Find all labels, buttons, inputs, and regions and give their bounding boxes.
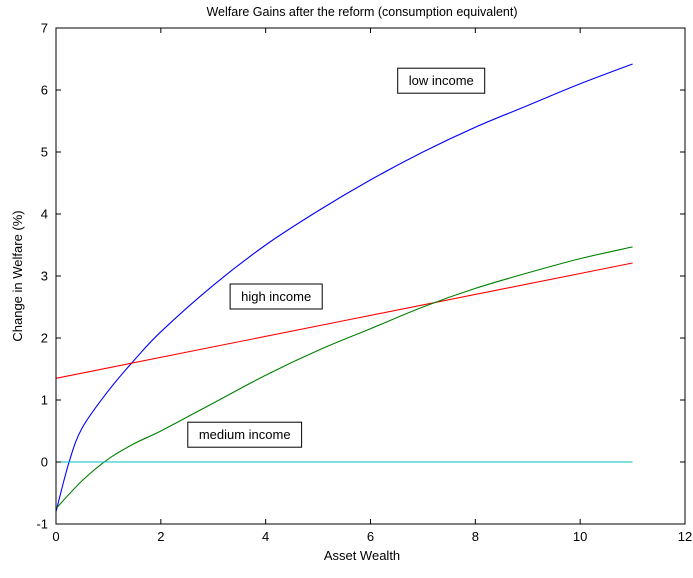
- y-tick-label: 5: [41, 145, 48, 160]
- annotation-label: high income: [241, 289, 311, 304]
- x-tick-label: 8: [472, 529, 479, 544]
- series-line-1: [55, 63, 633, 512]
- annotation-layer: low income high income medium income: [187, 67, 486, 448]
- y-tick-label: 3: [41, 269, 48, 284]
- x-tick-label: 10: [573, 529, 587, 544]
- y-tick-label: 7: [41, 21, 48, 36]
- series-layer: [55, 63, 633, 512]
- series-line-3: [55, 246, 633, 509]
- y-tick-label: -1: [36, 517, 48, 532]
- x-axis-label: Asset Wealth: [324, 548, 400, 563]
- annotation-border: [397, 67, 486, 94]
- series-line-2: [55, 262, 633, 379]
- annotation-border: [229, 283, 323, 310]
- annotation-box: medium income: [187, 421, 303, 448]
- chart-title: Welfare Gains after the reform (consumpt…: [206, 5, 517, 19]
- y-axis-label: Change in Welfare (%): [10, 210, 25, 341]
- annotation-label: low income: [409, 73, 474, 88]
- y-tick-label: 6: [41, 83, 48, 98]
- x-tick-label: 4: [262, 529, 269, 544]
- y-tick-label: 4: [41, 207, 48, 222]
- x-tick-label: 2: [157, 529, 164, 544]
- annotation-box: high income: [229, 283, 323, 310]
- x-tick-label: 12: [678, 529, 692, 544]
- y-tick-label: 1: [41, 393, 48, 408]
- y-tick-label: 2: [41, 331, 48, 346]
- y-tick-label: 0: [41, 455, 48, 470]
- x-tick-label: 0: [52, 529, 59, 544]
- x-tick-label: 6: [367, 529, 374, 544]
- annotation-label: medium income: [199, 427, 291, 442]
- annotation-border: [187, 421, 303, 448]
- annotation-box: low income: [397, 67, 486, 94]
